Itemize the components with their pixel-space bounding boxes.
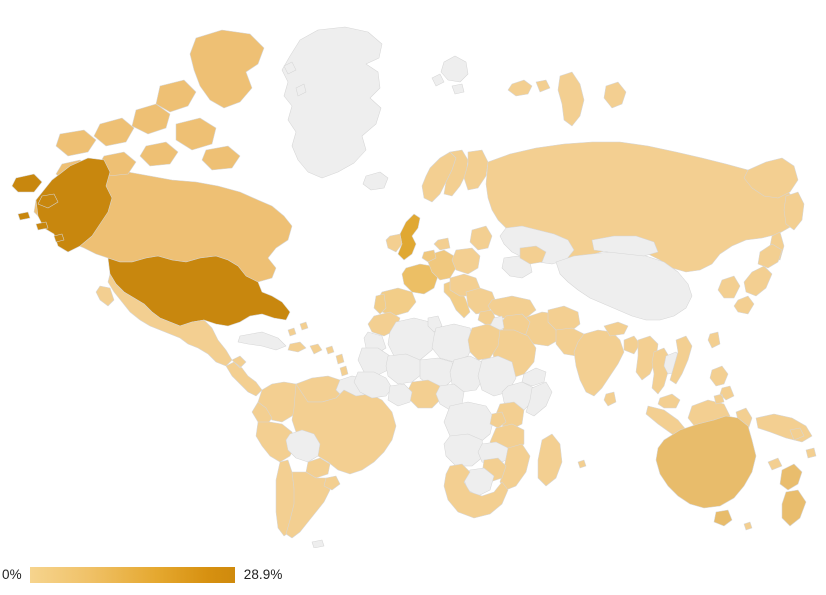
region-cuba[interactable] — [238, 332, 286, 350]
region-afghanistan[interactable] — [548, 306, 580, 332]
region-uzbekistan[interactable] — [520, 246, 546, 264]
region-botswana[interactable] — [464, 468, 494, 496]
region-alaska[interactable] — [12, 158, 112, 252]
region-nepal-bhutan[interactable] — [604, 322, 628, 336]
region-madagascar[interactable] — [538, 434, 562, 486]
region-somalia[interactable] — [526, 382, 552, 416]
region-new-caledonia[interactable] — [768, 458, 782, 470]
region-bangladesh[interactable] — [624, 336, 640, 354]
region-severnaya[interactable] — [604, 82, 626, 108]
region-bolivia[interactable] — [286, 430, 320, 462]
region-new-guinea[interactable] — [756, 414, 812, 442]
region-korea[interactable] — [718, 276, 740, 298]
region-malaysia[interactable] — [658, 394, 680, 408]
region-svalbard[interactable] — [432, 56, 468, 94]
region-chad[interactable] — [450, 356, 484, 392]
region-novaya-zemlya[interactable] — [558, 72, 584, 126]
region-baltics[interactable] — [470, 226, 492, 250]
region-central-america[interactable] — [226, 356, 262, 396]
region-netherlands[interactable] — [422, 250, 436, 262]
legend-min-label: 0% — [2, 567, 22, 583]
region-pacific-island[interactable] — [744, 522, 752, 530]
region-mauritania[interactable] — [358, 348, 390, 376]
region-west-africa[interactable] — [354, 372, 392, 398]
world-map-svg[interactable] — [0, 0, 826, 548]
region-philippines[interactable] — [710, 366, 734, 404]
region-tasmania[interactable] — [714, 510, 732, 526]
legend-max-label: 28.9% — [243, 567, 283, 583]
region-caribbean[interactable] — [288, 342, 348, 376]
region-russia-far-east[interactable] — [744, 158, 798, 198]
region-norway[interactable] — [422, 152, 456, 202]
region-solomon-islands[interactable] — [790, 428, 804, 440]
region-finland[interactable] — [464, 150, 488, 190]
region-mongolia[interactable] — [592, 236, 658, 256]
region-mauritius[interactable] — [578, 460, 586, 468]
region-bahamas[interactable] — [288, 322, 308, 336]
region-ghana-ivory[interactable] — [388, 384, 412, 406]
region-sri-lanka[interactable] — [604, 392, 616, 406]
region-franz-josef[interactable] — [508, 80, 550, 96]
color-legend: 0% 28.9% — [0, 558, 826, 592]
region-argentina[interactable] — [286, 472, 330, 538]
region-greenland[interactable] — [282, 27, 382, 178]
region-dr-congo[interactable] — [444, 402, 494, 444]
region-taiwan[interactable] — [708, 332, 720, 348]
region-japan[interactable] — [734, 244, 782, 314]
region-south-africa[interactable] — [444, 464, 508, 518]
region-sweden[interactable] — [444, 150, 468, 196]
region-kamchatka[interactable] — [784, 192, 804, 230]
region-poland[interactable] — [452, 248, 480, 274]
region-united-kingdom[interactable] — [398, 214, 420, 260]
region-france[interactable] — [402, 264, 438, 294]
region-vietnam[interactable] — [670, 336, 692, 384]
region-greenland-detail — [284, 62, 306, 96]
region-canada-arctic[interactable] — [56, 30, 264, 182]
region-new-zealand[interactable] — [780, 464, 806, 526]
region-fiji[interactable] — [806, 448, 816, 458]
region-ireland[interactable] — [386, 234, 402, 252]
region-india[interactable] — [574, 330, 624, 396]
region-portugal[interactable] — [374, 294, 386, 314]
region-iceland[interactable] — [363, 172, 388, 190]
region-angola[interactable] — [444, 434, 484, 466]
legend-gradient-bar — [29, 567, 235, 583]
region-niger[interactable] — [420, 358, 456, 386]
region-aleutians[interactable] — [18, 212, 64, 242]
region-myanmar[interactable] — [636, 336, 658, 380]
region-denmark[interactable] — [434, 238, 450, 250]
region-uganda[interactable] — [490, 412, 506, 428]
region-mali[interactable] — [386, 354, 422, 384]
region-australia[interactable] — [656, 416, 756, 508]
region-uruguay[interactable] — [324, 476, 340, 490]
region-falklands[interactable] — [312, 540, 324, 548]
region-peru[interactable] — [256, 422, 296, 462]
world-map[interactable] — [0, 0, 826, 548]
region-mexico[interactable] — [96, 274, 232, 366]
